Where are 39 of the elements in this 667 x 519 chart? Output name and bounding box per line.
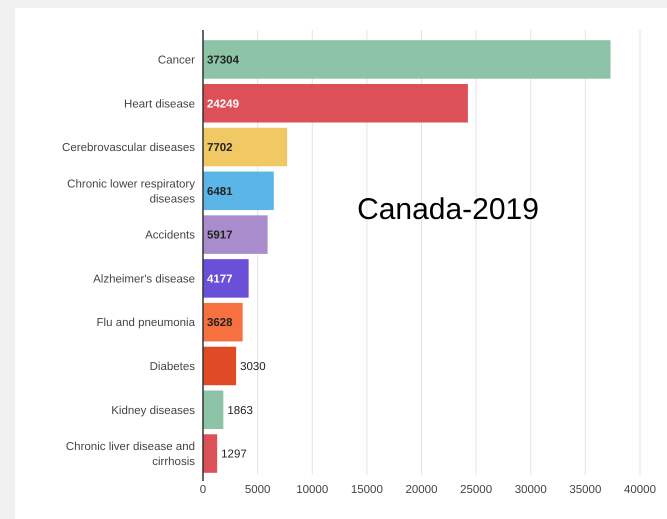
x-tick-label: 10000 bbox=[296, 484, 328, 496]
bar bbox=[203, 172, 274, 210]
y-tick-label: Chronic lower respiratory diseases bbox=[67, 178, 196, 206]
data-label: 7702 bbox=[207, 142, 233, 154]
bar bbox=[203, 434, 218, 473]
y-tick-label: Flu and pneumonia bbox=[96, 317, 196, 330]
data-label: 3628 bbox=[207, 317, 234, 330]
y-tick-label: Chronic liver disease and cirrhosis bbox=[66, 441, 196, 468]
data-label: 1297 bbox=[221, 448, 247, 461]
data-label: 1863 bbox=[227, 404, 253, 417]
data-label: 5917 bbox=[207, 230, 233, 242]
x-tick-label: 25000 bbox=[460, 484, 492, 496]
bar bbox=[203, 128, 288, 166]
data-label: 3030 bbox=[240, 360, 266, 373]
x-tick-label: 40000 bbox=[624, 484, 656, 496]
x-tick-label: 35000 bbox=[569, 484, 602, 496]
bar bbox=[203, 346, 236, 386]
bar bbox=[203, 390, 224, 430]
bar bbox=[203, 40, 611, 79]
data-label: 37304 bbox=[207, 54, 240, 66]
text: Canada-2019 bbox=[357, 193, 539, 226]
data-label: 24249 bbox=[207, 98, 239, 110]
bar bbox=[203, 259, 249, 298]
x-tick-label: 30000 bbox=[514, 484, 547, 496]
x-tick-label: 0 bbox=[200, 484, 206, 496]
y-tick-label: Cerebrovascular diseases bbox=[62, 142, 196, 154]
y-tick-label: Alzheimer's disease bbox=[93, 273, 195, 286]
bar bbox=[203, 215, 268, 254]
x-tick-label: 15000 bbox=[350, 484, 383, 496]
y-tick-label: Accidents bbox=[145, 230, 196, 242]
y-tick-label: Kidney diseases bbox=[111, 404, 196, 417]
y-tick-label: Heart disease bbox=[124, 98, 195, 110]
y-tick-label: Cancer bbox=[158, 54, 196, 66]
x-tick-label: 20000 bbox=[406, 484, 438, 496]
data-label: 4177 bbox=[207, 273, 233, 286]
x-tick-label: 5000 bbox=[244, 484, 270, 496]
bar bbox=[203, 84, 468, 123]
data-label: 6481 bbox=[207, 186, 234, 198]
y-tick-label: Diabetes bbox=[150, 360, 196, 373]
